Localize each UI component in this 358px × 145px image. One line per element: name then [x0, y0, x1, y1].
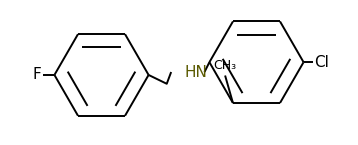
Text: HN: HN — [185, 65, 208, 79]
Text: CH₃: CH₃ — [213, 59, 237, 72]
Text: Cl: Cl — [314, 55, 329, 70]
Text: F: F — [33, 67, 42, 83]
